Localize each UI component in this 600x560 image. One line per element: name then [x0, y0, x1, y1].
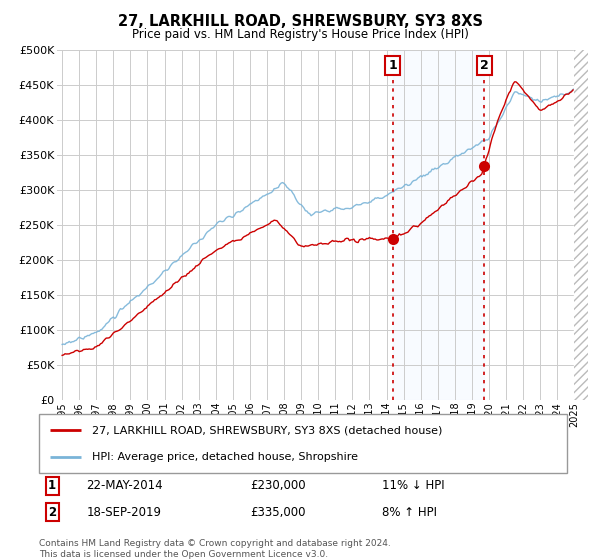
- Text: HPI: Average price, detached house, Shropshire: HPI: Average price, detached house, Shro…: [92, 452, 358, 463]
- Text: 11% ↓ HPI: 11% ↓ HPI: [382, 479, 445, 492]
- Text: 18-SEP-2019: 18-SEP-2019: [86, 506, 161, 519]
- Text: 1: 1: [48, 479, 56, 492]
- Text: 22-MAY-2014: 22-MAY-2014: [86, 479, 163, 492]
- Text: 8% ↑ HPI: 8% ↑ HPI: [382, 506, 437, 519]
- Text: £230,000: £230,000: [250, 479, 306, 492]
- Text: 2: 2: [479, 59, 488, 72]
- Text: 1: 1: [388, 59, 397, 72]
- Text: £335,000: £335,000: [250, 506, 306, 519]
- Text: 27, LARKHILL ROAD, SHREWSBURY, SY3 8XS (detached house): 27, LARKHILL ROAD, SHREWSBURY, SY3 8XS (…: [92, 425, 442, 435]
- Text: 27, LARKHILL ROAD, SHREWSBURY, SY3 8XS: 27, LARKHILL ROAD, SHREWSBURY, SY3 8XS: [118, 14, 482, 29]
- Text: Price paid vs. HM Land Registry's House Price Index (HPI): Price paid vs. HM Land Registry's House …: [131, 28, 469, 41]
- Text: 2: 2: [48, 506, 56, 519]
- Bar: [393, 50, 484, 400]
- Text: Contains HM Land Registry data © Crown copyright and database right 2024.
This d: Contains HM Land Registry data © Crown c…: [39, 539, 391, 559]
